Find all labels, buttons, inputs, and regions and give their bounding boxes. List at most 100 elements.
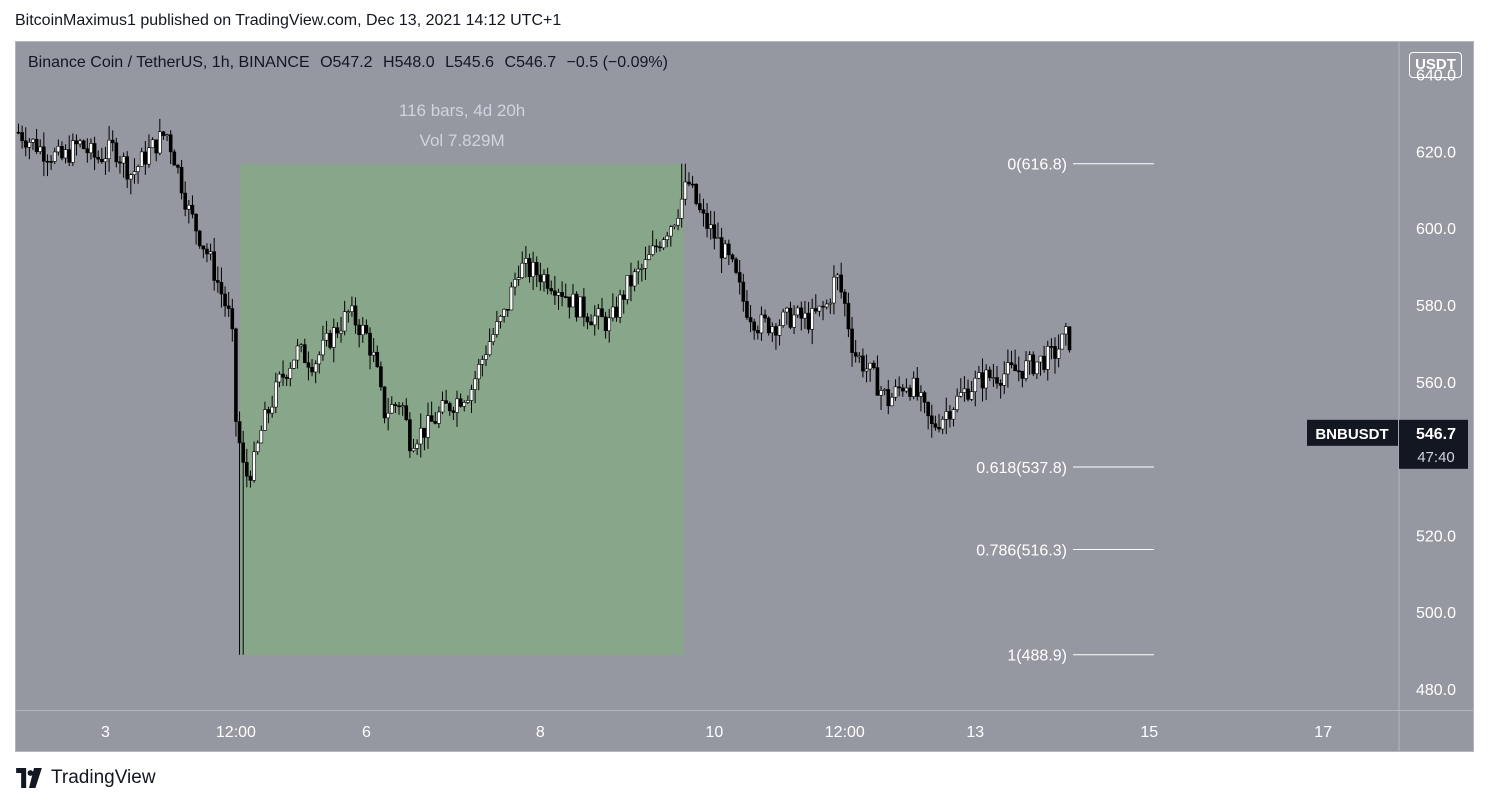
candle-body xyxy=(984,369,988,389)
candle-body xyxy=(766,317,771,334)
candle-body xyxy=(234,328,238,422)
candle-body xyxy=(154,139,158,154)
candle-body xyxy=(379,366,383,388)
candle-body xyxy=(107,139,111,159)
fib-label: 1(488.9) xyxy=(1007,648,1067,665)
candle-body xyxy=(89,143,93,154)
candle-body xyxy=(23,140,28,148)
candle-body xyxy=(585,316,590,323)
time-tick-label: 15 xyxy=(1140,724,1158,741)
candle-body xyxy=(915,377,920,397)
candle-body xyxy=(165,134,169,137)
candle-body xyxy=(346,311,351,313)
candle-body xyxy=(882,389,887,391)
candle-body xyxy=(966,388,970,400)
currency-button[interactable]: USDT xyxy=(1409,52,1462,78)
candle-body xyxy=(495,321,499,335)
candle-body xyxy=(683,181,688,200)
candle-body xyxy=(770,326,775,334)
candle-body xyxy=(339,330,343,334)
candle-body xyxy=(63,149,68,159)
candle-body xyxy=(462,402,467,407)
candle-body xyxy=(527,258,532,277)
candle-body xyxy=(415,443,419,449)
range-box xyxy=(240,163,684,655)
time-tick-label: 8 xyxy=(536,724,545,741)
candle-body xyxy=(817,305,822,312)
candle-body xyxy=(676,218,680,226)
candle-body xyxy=(469,389,474,401)
candle-body xyxy=(288,368,293,379)
candle-body xyxy=(125,156,130,180)
candle-body xyxy=(375,351,380,367)
candle-body xyxy=(143,151,148,165)
candle-body xyxy=(737,272,742,283)
candle-body xyxy=(516,277,521,280)
candle-body xyxy=(357,324,361,336)
candle-body xyxy=(281,373,285,378)
candle-body xyxy=(255,442,260,453)
candle-body xyxy=(422,427,427,438)
candle-body xyxy=(886,389,891,407)
price-tick-label: 580.0 xyxy=(1416,298,1456,315)
candle-body xyxy=(219,282,224,295)
candle-body xyxy=(74,140,79,145)
candle-body xyxy=(328,332,332,348)
candle-body xyxy=(868,362,872,370)
candle-body xyxy=(168,134,173,153)
candle-body xyxy=(484,354,488,360)
candle-body xyxy=(908,387,912,397)
candle-body xyxy=(34,138,39,152)
candle-body xyxy=(578,296,583,318)
candle-body xyxy=(342,311,347,332)
candle-body xyxy=(618,294,622,318)
candle-body xyxy=(864,368,869,372)
candle-body xyxy=(650,245,655,255)
candle-body xyxy=(897,386,901,389)
low-label: L xyxy=(445,54,454,71)
candle-body xyxy=(933,423,938,428)
candle-body xyxy=(835,274,840,278)
fib-label: 0.618(537.8) xyxy=(976,460,1067,477)
candle-body xyxy=(386,412,390,419)
candle-body xyxy=(27,141,32,148)
candle-body xyxy=(879,390,883,396)
candle-body xyxy=(698,203,702,210)
candle-body xyxy=(991,377,996,379)
candle-body xyxy=(270,406,274,414)
symbol-legend: Binance Coin / TetherUS, 1h, BINANCE O54… xyxy=(28,54,674,72)
open-value: 547.2 xyxy=(332,54,373,71)
candle-body xyxy=(455,398,459,413)
candle-body xyxy=(919,392,923,397)
candle-body xyxy=(121,156,126,164)
candle-body xyxy=(571,293,575,308)
candle-body xyxy=(176,164,180,168)
tradingview-logo[interactable]: TradingView xyxy=(15,767,156,789)
candle-body xyxy=(948,411,952,420)
candle-body xyxy=(52,151,57,162)
candle-body xyxy=(603,316,608,332)
candle-body xyxy=(248,475,253,481)
candle-body xyxy=(67,149,72,163)
candle-body xyxy=(625,275,630,300)
candle-body xyxy=(857,355,862,358)
candle-body xyxy=(458,398,463,407)
candle-body xyxy=(1045,346,1050,370)
candle-body xyxy=(1024,360,1028,379)
candle-body xyxy=(658,246,662,249)
candle-body xyxy=(302,344,307,364)
candle-body xyxy=(534,262,539,276)
candle-body xyxy=(509,286,514,311)
range-stats-vol: Vol 7.829M xyxy=(420,131,505,150)
candle-body xyxy=(96,156,101,160)
candle-body xyxy=(92,143,97,158)
change-value: −0.5 (−0.09%) xyxy=(566,54,668,71)
candle-body xyxy=(763,314,767,319)
candle-body xyxy=(100,158,104,163)
candle-body xyxy=(16,131,21,134)
candle-body xyxy=(871,362,876,368)
candle-body xyxy=(553,290,557,296)
candle-body xyxy=(911,377,916,397)
candle-body xyxy=(389,404,394,414)
candle-body xyxy=(444,400,448,404)
